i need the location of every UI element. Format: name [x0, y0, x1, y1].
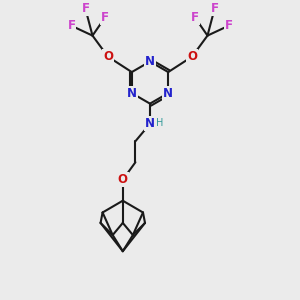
- Text: F: F: [211, 2, 218, 15]
- Text: F: F: [191, 11, 199, 24]
- Text: F: F: [82, 2, 89, 15]
- Text: N: N: [145, 117, 155, 130]
- Text: F: F: [101, 11, 109, 24]
- Text: H: H: [156, 118, 164, 128]
- Text: N: N: [145, 55, 155, 68]
- Text: O: O: [103, 50, 113, 63]
- Text: N: N: [163, 87, 173, 100]
- Text: O: O: [187, 50, 197, 63]
- Text: F: F: [224, 19, 232, 32]
- Text: F: F: [68, 19, 76, 32]
- Text: N: N: [127, 87, 137, 100]
- Text: O: O: [118, 173, 128, 186]
